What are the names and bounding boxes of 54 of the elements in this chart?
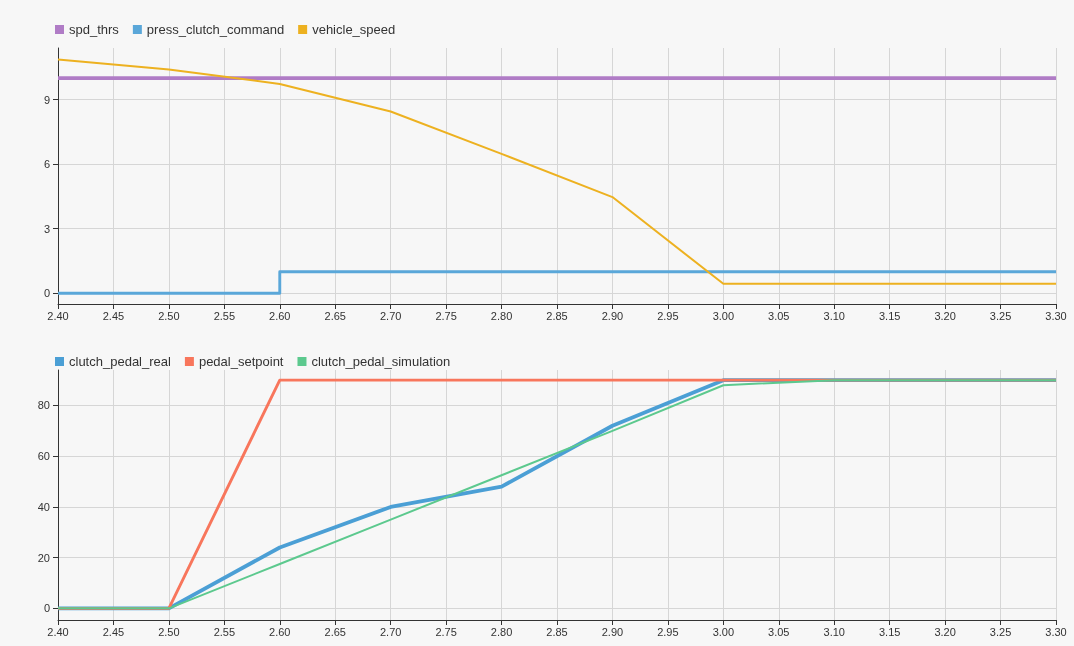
x-tick-label: 2.70 <box>379 625 402 638</box>
x-tick-label: 3.05 <box>768 309 790 322</box>
x-tick-label: 2.45 <box>102 625 125 638</box>
line-series <box>57 58 1057 285</box>
x-tick-label: 3.15 <box>878 309 901 322</box>
x-tick-label: 2.50 <box>158 309 180 322</box>
x-tick-label: 2.65 <box>324 625 346 638</box>
x-tick-label: 2.60 <box>269 625 291 638</box>
x-tick-label: 3.00 <box>712 625 735 638</box>
x-tick-label: 2.85 <box>546 309 568 322</box>
y-tick-label: 0 <box>43 287 50 300</box>
x-tick-label: 2.75 <box>435 625 457 638</box>
x-tick-label: 2.80 <box>490 625 513 638</box>
x-tick-label: 3.15 <box>878 625 901 638</box>
y-tick-label: 3 <box>43 222 50 235</box>
x-tick-label: 2.50 <box>158 625 180 638</box>
y-tick-label: 0 <box>43 602 50 615</box>
x-tick-label: 3.25 <box>989 309 1012 322</box>
legend-label: vehicle_speed <box>312 22 396 37</box>
x-tick-label: 2.95 <box>657 309 679 322</box>
y-tick-label: 6 <box>43 158 50 171</box>
x-tick-label: 2.75 <box>435 309 457 322</box>
x-tick-label: 2.60 <box>269 309 291 322</box>
y-tick-label: 20 <box>37 551 50 564</box>
x-tick-label: 3.00 <box>712 309 735 322</box>
x-tick-label: 3.20 <box>934 309 956 322</box>
x-tick-label: 2.90 <box>601 625 624 638</box>
y-tick-label: 9 <box>43 93 50 106</box>
y-tick-label: 80 <box>37 399 50 412</box>
legend-label: clutch_pedal_real <box>69 354 172 369</box>
x-tick-label: 3.10 <box>823 625 845 638</box>
x-tick-label: 2.80 <box>490 309 513 322</box>
x-tick-label: 3.10 <box>823 309 845 322</box>
legend-label: spd_thrs <box>69 22 120 37</box>
x-tick-label: 2.40 <box>47 309 69 322</box>
y-tick-label: 60 <box>37 450 50 463</box>
x-tick-label: 2.55 <box>213 625 236 638</box>
legend-label: clutch_pedal_simulation <box>311 354 451 369</box>
x-tick-label: 2.55 <box>213 309 236 322</box>
x-tick-label: 3.30 <box>1045 625 1067 638</box>
x-tick-label: 2.45 <box>102 309 125 322</box>
x-tick-label: 2.95 <box>657 625 679 638</box>
x-tick-label: 2.65 <box>324 309 346 322</box>
x-tick-label: 3.05 <box>768 625 790 638</box>
x-tick-label: 2.40 <box>47 625 69 638</box>
x-tick-label: 3.30 <box>1045 309 1067 322</box>
x-tick-label: 2.85 <box>546 625 568 638</box>
legend-label: pedal_setpoint <box>198 354 284 369</box>
y-tick-label: 40 <box>37 500 50 513</box>
x-tick-label: 2.70 <box>379 309 402 322</box>
x-tick-label: 2.90 <box>601 309 624 322</box>
legend-label: press_clutch_command <box>146 22 285 37</box>
x-tick-label: 3.20 <box>934 625 956 638</box>
x-tick-label: 3.25 <box>989 625 1012 638</box>
